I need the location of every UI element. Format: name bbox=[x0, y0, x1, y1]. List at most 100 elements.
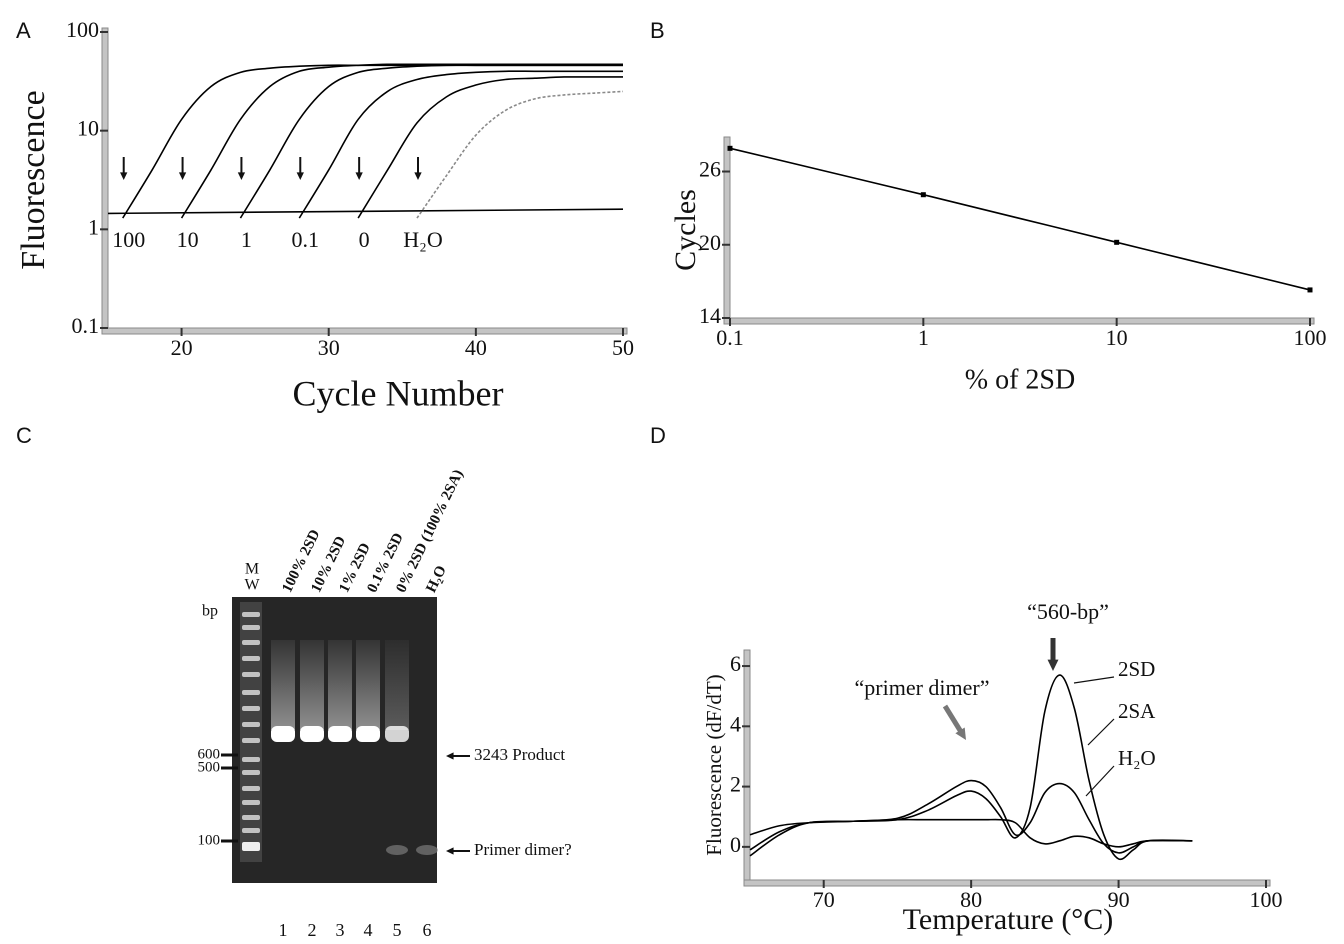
mw-label: W bbox=[244, 577, 260, 594]
y-tick-label: 0 bbox=[730, 832, 741, 857]
panel-label: D bbox=[650, 423, 666, 448]
lane-number: 6 bbox=[423, 920, 432, 940]
series-line bbox=[182, 64, 623, 218]
mw-label: M bbox=[245, 561, 259, 578]
y-tick-label: 20 bbox=[699, 230, 721, 255]
lane-smear bbox=[300, 640, 324, 730]
marker-band bbox=[242, 786, 260, 791]
lane-label: H₂O bbox=[423, 563, 450, 595]
y-axis-bar bbox=[102, 28, 108, 334]
series-label: 10 bbox=[177, 227, 199, 252]
y-tick-label: 4 bbox=[730, 711, 741, 736]
size-marker-label: 500 bbox=[198, 759, 221, 775]
x-tick-label: 100 bbox=[1250, 887, 1283, 912]
y-tick-label: 0.1 bbox=[72, 313, 100, 338]
x-tick-label: 50 bbox=[612, 335, 634, 360]
lane-number: 2 bbox=[308, 920, 317, 940]
arrow-head bbox=[1048, 660, 1059, 671]
marker-band bbox=[242, 770, 260, 775]
lane-smear bbox=[328, 640, 352, 730]
series-label: 0.1 bbox=[292, 227, 320, 252]
series-line bbox=[299, 71, 623, 218]
x-tick-label: 70 bbox=[813, 887, 835, 912]
x-tick-label: 20 bbox=[171, 335, 193, 360]
marker-band bbox=[242, 690, 260, 695]
panel-label: C bbox=[16, 423, 32, 448]
size-marker-label: 100 bbox=[198, 832, 221, 848]
marker-band bbox=[242, 706, 260, 711]
lane-number: 1 bbox=[279, 920, 288, 940]
marker-band bbox=[242, 672, 260, 677]
lane-smear bbox=[356, 640, 380, 730]
x-tick-label: 0.1 bbox=[716, 325, 744, 350]
y-tick-label: 26 bbox=[699, 157, 721, 182]
lane-number: 3 bbox=[336, 920, 345, 940]
series-line bbox=[240, 65, 623, 218]
marker-band bbox=[242, 612, 260, 617]
annotation: “primer dimer” bbox=[855, 675, 990, 700]
y-axis-label: Cycles bbox=[669, 189, 702, 271]
marker-band bbox=[242, 757, 260, 762]
annotation: “560-bp” bbox=[1027, 599, 1109, 624]
series-label: 2SA bbox=[1118, 699, 1156, 723]
y-axis-label: Fluorescence bbox=[15, 90, 52, 269]
x-tick-label: 10 bbox=[1106, 325, 1128, 350]
primer-dimer-band bbox=[386, 845, 408, 855]
series-line bbox=[417, 91, 623, 218]
y-tick-label: 100 bbox=[66, 17, 99, 42]
panel-label: A bbox=[16, 18, 31, 43]
callout-line bbox=[1074, 677, 1114, 683]
series-line bbox=[730, 148, 1310, 290]
x-axis-label: % of 2SD bbox=[965, 364, 1075, 395]
marker-band bbox=[242, 722, 260, 727]
y-axis-bar bbox=[724, 137, 730, 324]
series-label: H₂O bbox=[1118, 746, 1156, 770]
arrow-head bbox=[179, 172, 186, 180]
marker-band bbox=[242, 640, 260, 645]
data-point bbox=[1308, 287, 1313, 292]
marker-band bbox=[242, 800, 260, 805]
lane-smear bbox=[385, 640, 409, 730]
series-line bbox=[750, 820, 1192, 847]
marker-band bbox=[242, 625, 260, 630]
y-tick-label: 2 bbox=[730, 772, 741, 797]
x-axis-label: Cycle Number bbox=[293, 373, 504, 413]
callout-line bbox=[1086, 766, 1114, 796]
series-line bbox=[358, 77, 623, 218]
x-tick-label: 100 bbox=[1294, 325, 1327, 350]
arrow-head bbox=[120, 172, 127, 180]
marker-band bbox=[242, 656, 260, 661]
data-point bbox=[1114, 240, 1119, 245]
x-axis-bar bbox=[724, 318, 1314, 324]
data-point bbox=[921, 192, 926, 197]
y-tick-label: 1 bbox=[88, 214, 99, 239]
gel-annotation: 3243 Product bbox=[474, 745, 565, 764]
marker-band bbox=[242, 815, 260, 820]
y-tick-label: 10 bbox=[77, 116, 99, 141]
series-label: H₂O bbox=[403, 227, 442, 252]
series-label: 2SD bbox=[1118, 657, 1155, 681]
page: ABCD0.111010020304050Cycle NumberFluores… bbox=[0, 0, 1344, 944]
x-tick-label: 30 bbox=[318, 335, 340, 360]
marker-band bbox=[242, 842, 260, 851]
lane-number: 4 bbox=[364, 920, 373, 940]
product-band bbox=[300, 726, 324, 742]
x-tick-label: 40 bbox=[465, 335, 487, 360]
marker-band bbox=[242, 738, 260, 743]
series-label: 1 bbox=[241, 227, 252, 252]
arrow-head bbox=[297, 172, 304, 180]
series-label: 0 bbox=[359, 227, 370, 252]
arrow-head bbox=[446, 752, 454, 759]
gel-annotation: Primer dimer? bbox=[474, 840, 572, 859]
x-axis-label: Temperature (°C) bbox=[903, 903, 1114, 936]
primer-dimer-band bbox=[416, 845, 438, 855]
data-point bbox=[728, 146, 733, 151]
product-band bbox=[385, 726, 409, 742]
figure: ABCD0.111010020304050Cycle NumberFluores… bbox=[0, 0, 1344, 944]
arrow-head bbox=[446, 847, 454, 854]
arrow-shaft bbox=[945, 706, 962, 734]
arrow-head bbox=[414, 172, 421, 180]
panel-label: B bbox=[650, 18, 665, 43]
y-tick-label: 6 bbox=[730, 651, 741, 676]
series-label: 100 bbox=[112, 227, 145, 252]
